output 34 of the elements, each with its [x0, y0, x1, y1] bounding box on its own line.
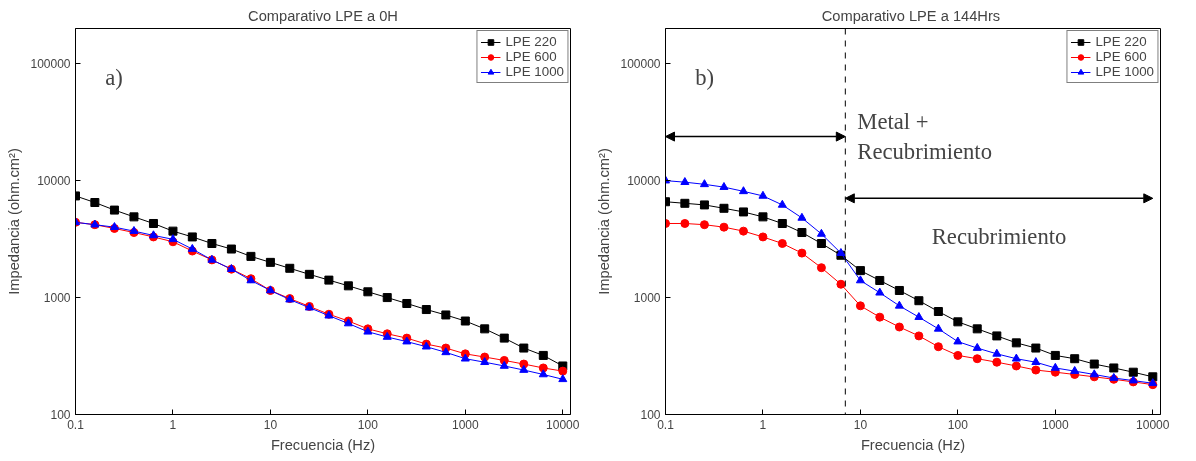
x-tick-label: 100 [357, 417, 379, 432]
x-tick-label: 10 [263, 417, 278, 432]
annotation: b) [695, 65, 715, 91]
y-tick-label: 10000 [627, 174, 661, 189]
y-axis-title: Impedancia (ohm.cm²) [596, 148, 613, 295]
x-tick-label: 1 [169, 417, 177, 432]
y-tick-label: 100000 [30, 57, 71, 72]
legend-label: LPE 1000 [1095, 64, 1154, 79]
legend-label: LPE 600 [505, 49, 557, 64]
y-tick-label: 100 [640, 408, 661, 422]
legend-label: LPE 1000 [505, 64, 564, 79]
x-axis-title: Frecuencia (Hz) [860, 436, 966, 453]
y-axis-title: Impedancia (ohm.cm²) [6, 148, 23, 295]
x-axis-title: Frecuencia (Hz) [270, 436, 376, 453]
y-tick-label: 100000 [620, 57, 661, 72]
y-tick-label: 10000 [37, 174, 71, 189]
x-tick-label: 1000 [1041, 417, 1069, 432]
x-tick-label: 10000 [1136, 417, 1170, 432]
x-tick-label: 1 [759, 417, 767, 432]
y-tick-label: 1000 [633, 291, 661, 306]
legend-label: LPE 220 [505, 34, 557, 49]
chart-title: Comparativo LPE a 0H [248, 7, 398, 24]
x-tick-label: 1000 [451, 417, 479, 432]
y-tick-label: 1000 [43, 291, 71, 306]
x-tick-label: 10000 [546, 417, 580, 432]
annotation: Recubrimiento [931, 224, 1067, 250]
legend-label: LPE 220 [1095, 34, 1147, 49]
annotation: Metal + Recubrimiento [857, 109, 992, 165]
x-tick-label: 100 [947, 417, 969, 432]
x-tick-label: 10 [853, 417, 868, 432]
legend-label: LPE 600 [1095, 49, 1147, 64]
chart-title: Comparativo LPE a 144Hrs [821, 7, 1001, 24]
annotation: a) [105, 65, 123, 91]
y-tick-label: 100 [50, 408, 71, 422]
